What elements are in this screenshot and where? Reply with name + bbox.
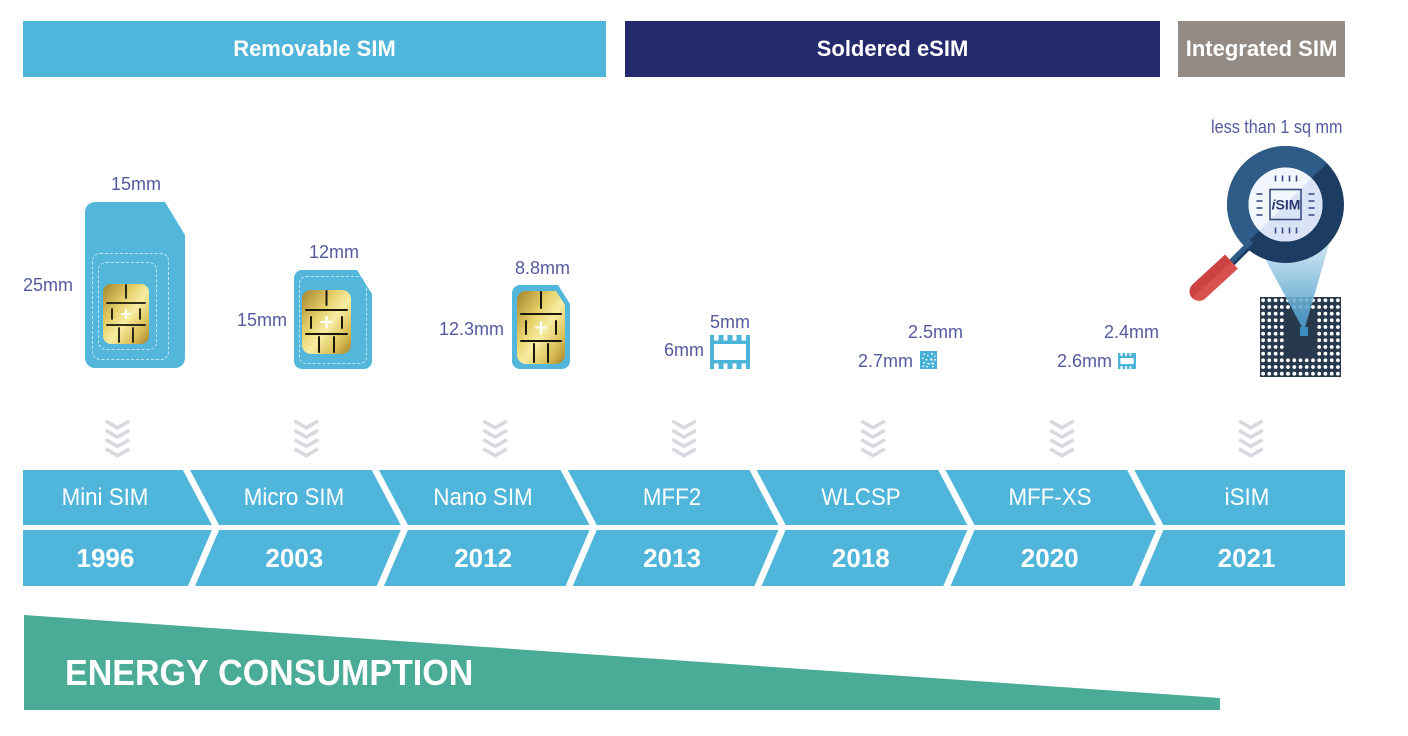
svg-text:iSIM: iSIM [1272, 197, 1301, 213]
